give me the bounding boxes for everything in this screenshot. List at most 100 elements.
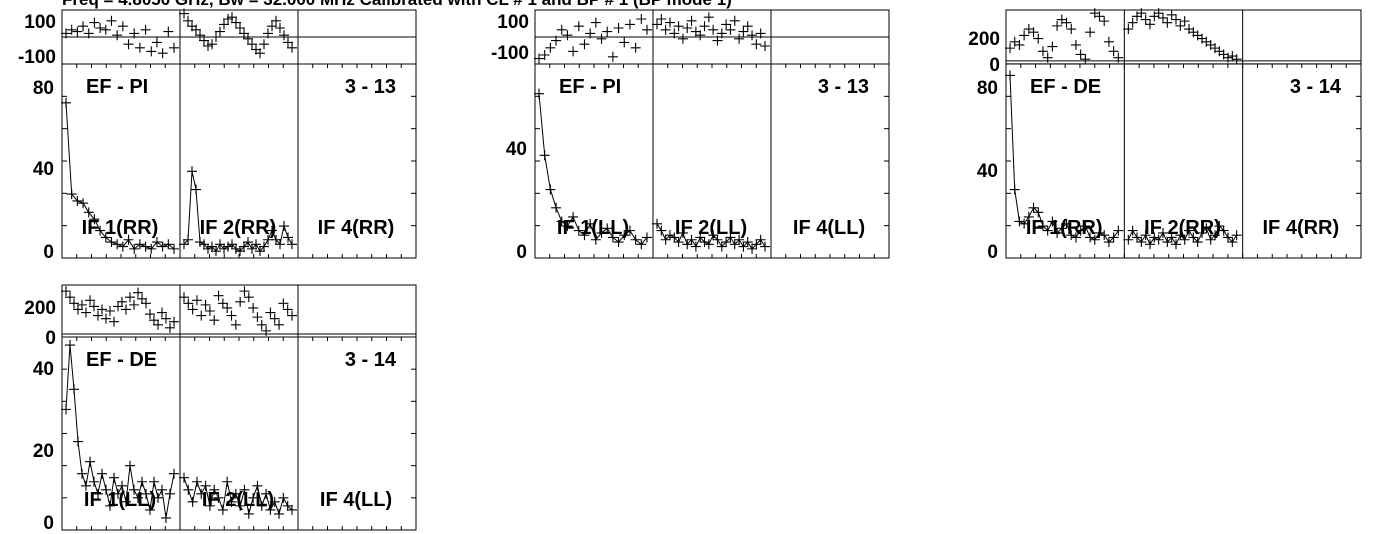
amplitude-point (1108, 232, 1119, 243)
amplitude-point (636, 239, 647, 250)
phase-point (534, 53, 544, 64)
amplitude-line (65, 344, 175, 518)
phase-point (235, 296, 246, 307)
phase-point (1019, 30, 1030, 41)
phase-point (1140, 14, 1151, 25)
amplitude-point (660, 234, 671, 245)
phase-point (1061, 17, 1072, 28)
amplitude-point (1231, 230, 1242, 241)
amplitude-point (695, 232, 706, 243)
amplitude-point (209, 484, 220, 495)
phase-point (109, 316, 119, 327)
amplitude-point (1056, 223, 1067, 234)
amplitude-point (231, 243, 241, 254)
amplitude-point (1214, 221, 1225, 232)
phase-point (222, 302, 233, 313)
phase-point (101, 313, 111, 324)
amplitude-point (106, 237, 117, 248)
phase-point (65, 292, 75, 303)
phase-point (755, 28, 766, 39)
phase-point (259, 39, 269, 50)
amplitude-point (1042, 225, 1053, 236)
phase-point (145, 309, 155, 320)
phase-point (226, 310, 237, 321)
phase-point (725, 24, 736, 35)
amplitude-point (199, 239, 209, 250)
phase-point (716, 28, 727, 39)
phase-point (77, 299, 87, 310)
amplitude-point (1132, 232, 1142, 243)
amplitude-point (1145, 239, 1155, 250)
amplitude-point (1227, 237, 1238, 248)
if-label: IF 4(LL) (793, 217, 865, 239)
if-label: IF 2(LL) (675, 217, 747, 239)
amplitude-point (112, 239, 123, 250)
phase-point (1042, 52, 1053, 63)
amplitude-point (712, 234, 723, 245)
amplitude-point (539, 150, 550, 161)
amplitude-point (217, 504, 228, 515)
if-label: IF 4(RR) (318, 217, 395, 239)
phase-point (596, 33, 607, 44)
amplitude-point (1052, 227, 1063, 238)
amplitude-point (1028, 202, 1039, 213)
amplitude-point (556, 216, 567, 227)
amplitude-point (191, 476, 202, 487)
amplitude-point (278, 492, 289, 503)
amplitude-point (117, 241, 128, 252)
amplitude-point (265, 504, 276, 515)
phase-point (191, 24, 201, 35)
amplitude-point (742, 237, 753, 248)
amplitude-point (760, 241, 770, 252)
amplitude-point (66, 189, 77, 200)
amplitude-point (230, 488, 241, 499)
phase-point (105, 306, 115, 316)
amplitude-point (248, 492, 259, 503)
amplitude-point (1023, 211, 1034, 222)
phase-point (113, 301, 123, 312)
amplitude-point (1066, 230, 1077, 241)
phase-point (153, 319, 163, 330)
phase-point (630, 42, 641, 53)
phase-point (1037, 46, 1048, 57)
amplitude-point (161, 512, 171, 523)
amplitude-point (204, 500, 215, 511)
amplitude-point (686, 234, 697, 245)
amplitude-point (215, 239, 225, 250)
amplitude-point (1089, 234, 1100, 245)
phase-point (1223, 52, 1233, 63)
amplitude-point (1223, 232, 1233, 243)
phase-point (191, 295, 202, 306)
channel-label: 3 - 13 (818, 76, 869, 98)
phase-point (287, 310, 297, 321)
phase-point (215, 26, 225, 37)
amplitude-point (235, 500, 246, 511)
amplitude-line (656, 223, 766, 250)
amplitude-point (157, 484, 167, 495)
phase-point (585, 28, 596, 39)
phase-point (1108, 46, 1119, 57)
amplitude-point (1070, 232, 1081, 243)
phase-point (1123, 24, 1134, 35)
phase-point (129, 28, 140, 39)
phase-point (652, 19, 662, 30)
amplitude-point (271, 234, 281, 245)
amplitude-point (196, 488, 207, 499)
amplitude-point (203, 243, 213, 254)
phase-point (703, 12, 714, 23)
amplitude-point (1099, 230, 1110, 241)
phase-point (81, 307, 91, 318)
amplitude-point (251, 239, 261, 250)
phase-point (179, 292, 189, 303)
phase-point (656, 14, 667, 24)
amplitude-point (585, 218, 596, 229)
amplitude-point (1149, 232, 1160, 243)
phase-point (1162, 17, 1173, 28)
phase-point (1070, 39, 1081, 50)
amplitude-point (69, 384, 79, 395)
phase-point (1175, 20, 1186, 31)
phase-point (267, 21, 277, 32)
phase-point (265, 307, 276, 318)
amplitude-point (259, 241, 269, 252)
amplitude-point (83, 207, 94, 218)
